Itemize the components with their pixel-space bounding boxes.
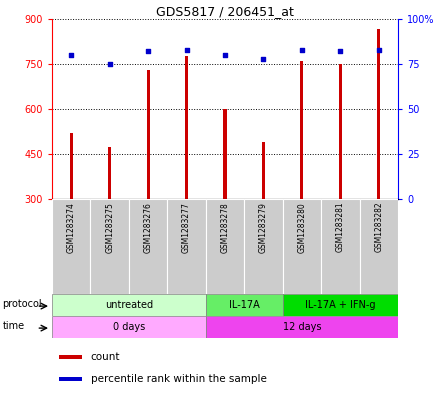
Point — [375, 46, 382, 53]
Bar — [52, 294, 206, 316]
Bar — [282, 199, 321, 294]
Text: GSM1283281: GSM1283281 — [336, 202, 345, 252]
Text: untreated: untreated — [105, 300, 153, 310]
Text: GSM1283276: GSM1283276 — [143, 202, 153, 253]
Bar — [70, 133, 73, 199]
Text: 12 days: 12 days — [282, 322, 321, 332]
Bar — [282, 294, 398, 316]
Bar — [59, 377, 82, 381]
Text: GSM1283280: GSM1283280 — [297, 202, 306, 253]
Point — [221, 52, 228, 58]
Bar — [339, 64, 342, 199]
Point — [298, 46, 305, 53]
Bar — [321, 199, 359, 294]
Point — [106, 61, 113, 67]
Text: GSM1283279: GSM1283279 — [259, 202, 268, 253]
Bar — [91, 199, 129, 294]
Bar — [147, 70, 150, 199]
Point — [260, 55, 267, 62]
Text: GSM1283282: GSM1283282 — [374, 202, 383, 252]
Bar — [206, 316, 398, 338]
Bar — [224, 109, 227, 199]
Text: percentile rank within the sample: percentile rank within the sample — [91, 374, 267, 384]
Bar — [59, 355, 82, 359]
Bar — [129, 199, 167, 294]
Text: GSM1283277: GSM1283277 — [182, 202, 191, 253]
Title: GDS5817 / 206451_at: GDS5817 / 206451_at — [156, 5, 294, 18]
Point — [183, 46, 190, 53]
Bar — [52, 199, 91, 294]
Text: count: count — [91, 352, 120, 362]
Bar — [301, 61, 304, 199]
Text: IL-17A: IL-17A — [229, 300, 260, 310]
Text: time: time — [3, 321, 25, 331]
Bar — [377, 29, 380, 199]
Bar — [167, 199, 206, 294]
Text: GSM1283275: GSM1283275 — [105, 202, 114, 253]
Bar — [262, 142, 265, 199]
Bar — [244, 199, 282, 294]
Bar — [206, 294, 282, 316]
Bar — [206, 199, 244, 294]
Text: 0 days: 0 days — [113, 322, 145, 332]
Bar — [52, 316, 206, 338]
Bar — [185, 57, 188, 199]
Point — [68, 52, 75, 58]
Text: GSM1283274: GSM1283274 — [67, 202, 76, 253]
Bar — [108, 147, 111, 199]
Bar — [359, 199, 398, 294]
Text: GSM1283278: GSM1283278 — [220, 202, 230, 253]
Text: protocol: protocol — [3, 299, 42, 309]
Point — [337, 48, 344, 55]
Point — [145, 48, 152, 55]
Text: IL-17A + IFN-g: IL-17A + IFN-g — [305, 300, 376, 310]
